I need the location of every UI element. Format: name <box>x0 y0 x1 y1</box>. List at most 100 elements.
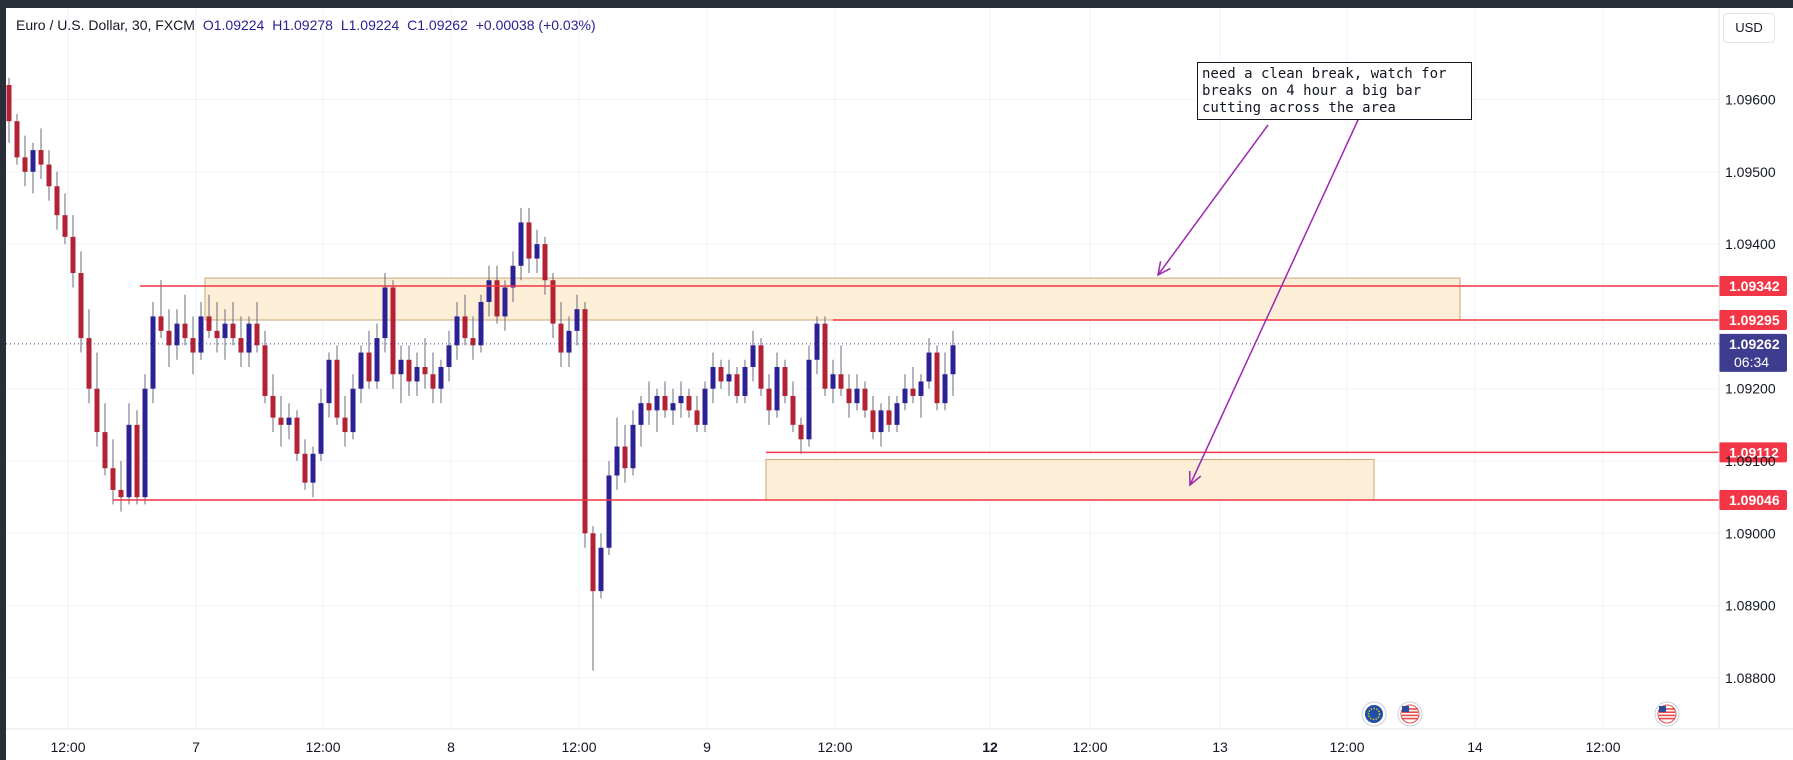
candle <box>246 316 252 368</box>
candle-body <box>390 287 396 375</box>
candle-body <box>846 388 852 404</box>
candle-body <box>286 417 292 425</box>
candle <box>118 461 124 512</box>
candle <box>502 280 508 331</box>
candle-body <box>86 338 92 389</box>
us-event-icon-2[interactable] <box>1654 701 1680 727</box>
candle-body <box>606 475 612 548</box>
supply-demand-zone[interactable] <box>765 459 1375 501</box>
candle <box>838 345 844 396</box>
currency-button[interactable]: USD <box>1723 13 1775 43</box>
candle-body <box>94 388 100 433</box>
candle-body <box>918 381 924 396</box>
candle-body <box>366 352 372 382</box>
candle <box>774 352 780 418</box>
level-price-label: 1.09342 <box>1729 278 1780 294</box>
candle <box>702 381 708 433</box>
candle <box>742 359 748 404</box>
legend-open: O1.09224 <box>202 17 265 33</box>
time-tick-label: 12 <box>982 739 998 755</box>
candle <box>350 374 356 440</box>
price-axis: 1.09600 1.09500 1.09400 1.09200 1.09000 1.089… <box>1718 8 1776 729</box>
candle <box>878 403 884 447</box>
candle <box>550 273 556 339</box>
candle <box>558 301 564 368</box>
chart-pane[interactable] <box>6 8 1719 729</box>
left-toolbar-edge <box>0 8 6 760</box>
candle <box>454 301 460 360</box>
candle-body <box>166 330 172 346</box>
top-bar <box>0 0 1793 8</box>
candle-body <box>710 367 716 389</box>
candle-body <box>22 157 28 172</box>
level-price-tag <box>1719 490 1787 511</box>
candle-body <box>718 367 724 382</box>
supply-demand-zone[interactable] <box>204 277 1461 321</box>
time-tick-label: 12:00 <box>561 739 596 755</box>
candle <box>726 359 732 396</box>
candle-body <box>254 323 260 346</box>
candle-body <box>270 395 276 418</box>
candle-body <box>54 186 60 216</box>
candle <box>662 381 668 418</box>
candle <box>62 193 68 245</box>
candle-body <box>494 280 500 317</box>
candle <box>934 345 940 411</box>
candle-body <box>750 345 756 368</box>
candle <box>334 345 340 425</box>
candle-body <box>158 316 164 331</box>
candle-body <box>790 395 796 425</box>
candle-body <box>150 316 156 389</box>
countdown-label: 06:34 <box>1734 354 1769 370</box>
candle-body <box>830 374 836 389</box>
candle <box>590 526 596 671</box>
candle <box>886 395 892 433</box>
eu-event-icon[interactable] <box>1361 701 1387 727</box>
annotation-arrow[interactable] <box>1156 124 1269 277</box>
candle <box>54 171 60 230</box>
candle-body <box>582 309 588 534</box>
candle-body <box>230 323 236 339</box>
level-price-label: 1.09295 <box>1729 312 1780 328</box>
candle <box>846 374 852 418</box>
candle <box>262 330 268 404</box>
current-price-tag <box>1719 333 1787 372</box>
us-canton <box>1402 706 1409 712</box>
candle <box>822 316 828 396</box>
candle <box>102 403 108 476</box>
candle-body <box>518 222 524 266</box>
candle-body <box>294 417 300 454</box>
candle-body <box>566 330 572 353</box>
candle <box>494 265 500 324</box>
time-tick-label: 12:00 <box>1329 739 1364 755</box>
symbol-title: Euro / U.S. Dollar, 30, FXCM <box>16 17 195 33</box>
candle-body <box>214 330 220 339</box>
candle-body <box>342 417 348 433</box>
legend-change: +0.00038 (+0.03%) <box>475 17 596 33</box>
candle <box>830 359 836 404</box>
candle <box>782 359 788 404</box>
candle-body <box>118 489 124 498</box>
annotation-arrow[interactable] <box>1188 119 1359 487</box>
text-note[interactable]: need a clean break, watch for breaks on … <box>1197 62 1472 120</box>
candle-body <box>462 316 468 339</box>
candle-body <box>822 323 828 389</box>
candle <box>918 374 924 418</box>
price-tick-label: 1.09000 <box>1725 525 1776 541</box>
candle <box>22 135 28 187</box>
candle-body <box>422 367 428 375</box>
candle-body <box>62 215 68 237</box>
annotation-arrows <box>1156 119 1359 487</box>
candle <box>342 395 348 447</box>
candle-body <box>574 309 580 331</box>
candle-body <box>414 367 420 382</box>
candle-body <box>942 374 948 404</box>
candle <box>302 439 308 490</box>
us-event-icon[interactable] <box>1397 701 1423 727</box>
symbol-legend: Euro / U.S. Dollar, 30, FXCM O1.09224 H1… <box>16 17 600 33</box>
candle <box>566 316 572 368</box>
candle <box>254 301 260 353</box>
candle <box>110 439 116 505</box>
levels-layer: 1.09342 1.09295 1.09112 1.09046 1.09262 06:34 <box>6 276 1787 511</box>
